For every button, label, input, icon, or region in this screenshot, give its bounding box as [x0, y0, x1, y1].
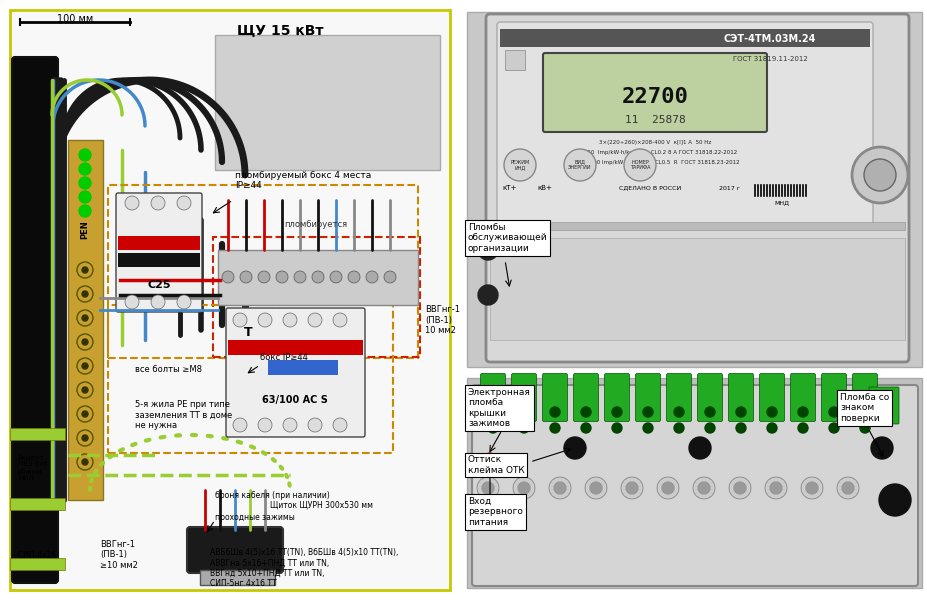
Circle shape [77, 310, 93, 326]
FancyBboxPatch shape [820, 373, 845, 421]
Circle shape [82, 315, 88, 321]
FancyBboxPatch shape [497, 22, 872, 228]
Text: T: T [244, 325, 252, 338]
Text: ВИД
ЭНЕРГИИ: ВИД ЭНЕРГИИ [567, 160, 591, 170]
Bar [466, 12, 921, 367]
Bar [10, 10, 450, 590]
Circle shape [841, 482, 853, 494]
Text: Пломба со
знаком
поверки: Пломба со знаком поверки [839, 393, 888, 423]
Bar [10, 498, 65, 510]
Circle shape [797, 423, 807, 433]
Text: 5-я жила РЕ при типе
заземления ТТ в доме
не нужна: 5-я жила РЕ при типе заземления ТТ в дом… [134, 400, 232, 430]
Circle shape [79, 177, 91, 189]
Circle shape [733, 482, 745, 494]
Text: АВБбШв 4(5)х16 ТТ(ТN), ВбБШв 4(5)х10 ТТ(ТN),
АВВГна 5х16+ПНД ТТ или TN,
ВВГнд 5х: АВБбШв 4(5)х16 ТТ(ТN), ВбБШв 4(5)х10 ТТ(… [210, 548, 398, 588]
Circle shape [580, 407, 590, 417]
Circle shape [769, 482, 781, 494]
Circle shape [518, 423, 528, 433]
Bar [500, 29, 870, 47]
Circle shape [77, 262, 93, 278]
Circle shape [82, 435, 88, 441]
Bar [108, 185, 417, 358]
FancyBboxPatch shape [486, 14, 908, 362]
FancyBboxPatch shape [573, 373, 598, 421]
FancyBboxPatch shape [480, 373, 505, 421]
Text: Электронная
пломба
крышки
зажимов: Электронная пломба крышки зажимов [467, 388, 530, 428]
Circle shape [384, 271, 396, 283]
Circle shape [82, 411, 88, 417]
Circle shape [177, 196, 191, 210]
Bar [504, 50, 525, 70]
Bar [10, 558, 65, 570]
Circle shape [729, 477, 750, 499]
Circle shape [77, 382, 93, 398]
Circle shape [477, 240, 498, 260]
Circle shape [308, 313, 322, 327]
FancyBboxPatch shape [12, 57, 57, 583]
Text: МНД: МНД [774, 200, 789, 205]
Bar [108, 305, 392, 453]
Circle shape [806, 482, 817, 494]
Circle shape [620, 477, 642, 499]
Text: 100 мм: 100 мм [57, 14, 93, 24]
Circle shape [79, 191, 91, 203]
Bar [68, 140, 103, 500]
Circle shape [333, 418, 347, 432]
Circle shape [283, 418, 297, 432]
Text: все болты ≥М8: все болты ≥М8 [134, 365, 202, 374]
Text: Акцент
ПВЗ 1х6
обжим
НИЛ: Акцент ПВЗ 1х6 обжим НИЛ [18, 455, 48, 481]
Circle shape [311, 271, 324, 283]
Text: 3×(220÷260)×208-400 V  к[I]1 A  50 Нz: 3×(220÷260)×208-400 V к[I]1 A 50 Нz [598, 140, 710, 145]
FancyBboxPatch shape [790, 373, 815, 421]
Bar [215, 35, 439, 170]
Circle shape [697, 482, 709, 494]
Text: ВВГнг-1
(ПВ-1)
≥10 мм2: ВВГнг-1 (ПВ-1) ≥10 мм2 [100, 540, 138, 570]
Circle shape [656, 477, 679, 499]
Circle shape [503, 149, 536, 181]
Circle shape [705, 407, 714, 417]
FancyBboxPatch shape [226, 308, 364, 437]
Circle shape [477, 285, 498, 305]
Circle shape [488, 407, 498, 417]
Circle shape [518, 407, 528, 417]
Circle shape [488, 423, 498, 433]
Circle shape [125, 295, 139, 309]
Circle shape [240, 271, 252, 283]
Circle shape [584, 477, 606, 499]
Text: С25: С25 [147, 280, 171, 290]
Circle shape [151, 196, 165, 210]
Text: броня кабеля (при наличии): броня кабеля (при наличии) [215, 491, 329, 499]
Circle shape [549, 477, 570, 499]
Circle shape [735, 407, 745, 417]
Circle shape [79, 163, 91, 175]
Circle shape [764, 477, 786, 499]
FancyBboxPatch shape [187, 527, 283, 573]
Text: бокс IP≥44: бокс IP≥44 [260, 353, 308, 362]
FancyBboxPatch shape [868, 387, 898, 424]
Text: ВВГнг-1
(ПВ-1)
10 мм2: ВВГнг-1 (ПВ-1) 10 мм2 [425, 305, 460, 335]
Circle shape [82, 291, 88, 297]
Circle shape [77, 430, 93, 446]
Circle shape [77, 286, 93, 302]
Circle shape [800, 477, 822, 499]
Text: B=200000 Imp/kW·h/kvar Hz  CL0.5  R  ГОСТ 31818.23-2012: B=200000 Imp/kW·h/kvar Hz CL0.5 R ГОСТ 3… [570, 160, 739, 165]
Circle shape [233, 418, 247, 432]
Text: A=4250  Imp/kW·h/kvar Hz  CL0.2 8 A ГОСТ 31818.22-2012: A=4250 Imp/kW·h/kvar Hz CL0.2 8 A ГОСТ 3… [572, 150, 737, 155]
Text: 22700: 22700 [621, 87, 688, 107]
Circle shape [79, 149, 91, 161]
Circle shape [642, 407, 653, 417]
Circle shape [82, 339, 88, 345]
Text: кВ+: кВ+ [537, 185, 552, 191]
Circle shape [590, 482, 602, 494]
Circle shape [661, 482, 673, 494]
Text: НОМЕР
ТАРИФА: НОМЕР ТАРИФА [629, 160, 650, 170]
Circle shape [82, 387, 88, 393]
Text: СИП 4х16: СИП 4х16 [18, 551, 56, 559]
Bar [200, 570, 274, 585]
Text: 2017 г: 2017 г [718, 185, 740, 191]
Bar [228, 340, 362, 355]
Circle shape [705, 423, 714, 433]
FancyBboxPatch shape [852, 373, 877, 421]
Bar [268, 360, 337, 375]
Circle shape [673, 423, 683, 433]
